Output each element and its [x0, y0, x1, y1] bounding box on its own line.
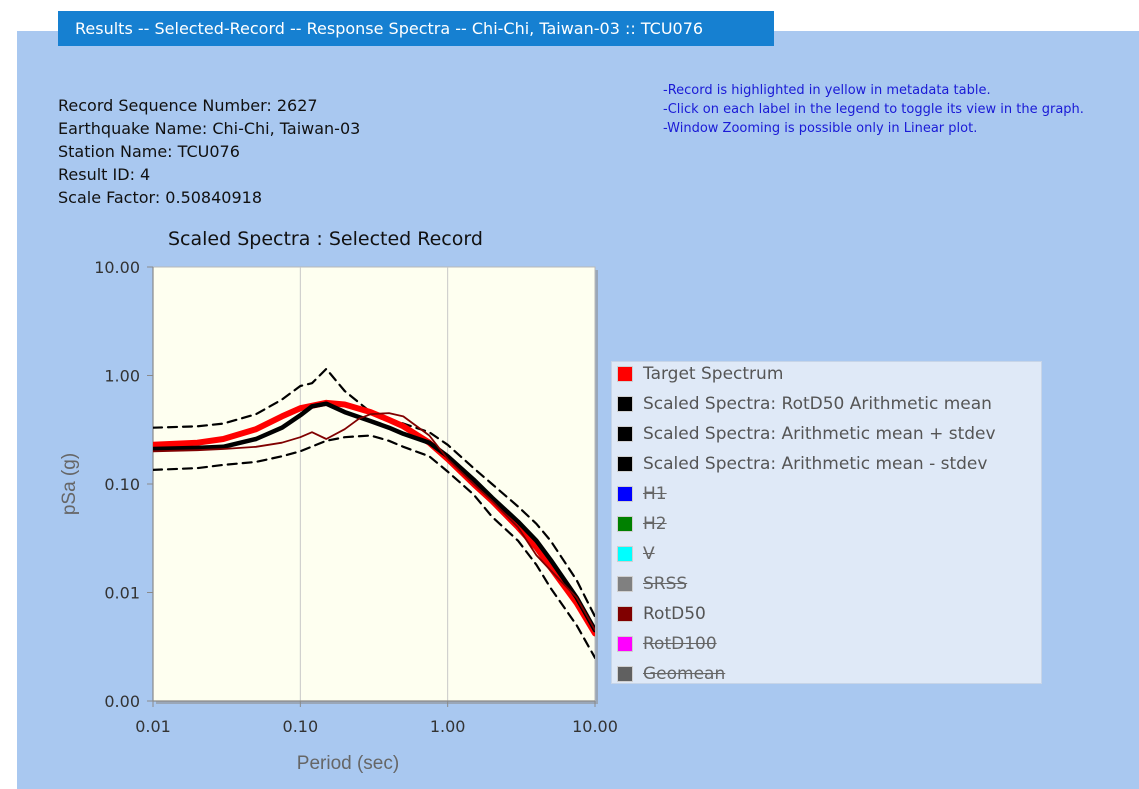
note-legend-toggle: -Click on each label in the legend to to…: [663, 102, 1084, 117]
legend-item-geomean[interactable]: Geomean: [612, 662, 1041, 692]
series-line-rotd50: [153, 412, 595, 631]
y-axis-label: pSa (g): [59, 453, 80, 515]
note-zooming: -Window Zooming is possible only in Line…: [663, 121, 978, 136]
legend-item-rotd50[interactable]: RotD50: [612, 602, 1041, 632]
note-highlight: -Record is highlighted in yellow in meta…: [663, 83, 991, 98]
legend-item-h2[interactable]: H2: [612, 512, 1041, 542]
legend-swatch: [617, 366, 633, 382]
help-notes: -Record is highlighted in yellow in meta…: [663, 81, 1084, 138]
x-tick-label: 0.01: [135, 717, 171, 736]
legend-label: H2: [643, 514, 667, 534]
legend-item-h1[interactable]: H1: [612, 482, 1041, 512]
legend-swatch: [617, 666, 633, 682]
record-info: Record Sequence Number: 2627 Earthquake …: [58, 94, 360, 209]
results-tab[interactable]: Results -- Selected-Record -- Response S…: [58, 11, 774, 46]
spectra-chart[interactable]: 0.00 0.01 0.10 1.00 10.00 0.01 0.10 1.00 10.00 Pe…: [40, 250, 625, 780]
legend-item-v[interactable]: V: [612, 542, 1041, 572]
legend-item-scaled-spectra-rotd50-arithmetic-mean[interactable]: Scaled Spectra: RotD50 Arithmetic mean: [612, 392, 1041, 422]
legend-swatch: [617, 636, 633, 652]
legend-swatch: [617, 486, 633, 502]
y-tick-label: 10.00: [94, 258, 140, 277]
series-line-scaled-spectra-arithmetic-mean-stdev: [153, 434, 595, 659]
legend-item-scaled-spectra-arithmetic-mean-stdev[interactable]: Scaled Spectra: Arithmetic mean - stdev: [612, 452, 1041, 482]
y-tick-label: 0.00: [104, 692, 140, 711]
chart-legend: Target Spectrum Scaled Spectra: RotD50 Ar…: [611, 361, 1042, 684]
legend-label: Geomean: [643, 664, 726, 684]
record-sequence-number: Record Sequence Number: 2627: [58, 96, 318, 115]
x-tick-label: 1.00: [430, 717, 466, 736]
series-line-target-spectrum: [153, 399, 595, 637]
legend-swatch: [617, 426, 633, 442]
legend-label: Target Spectrum: [643, 364, 784, 384]
y-tick-label: 0.10: [104, 475, 140, 494]
legend-label: H1: [643, 484, 667, 504]
legend-label: RotD50: [643, 604, 706, 624]
legend-label: Scaled Spectra: Arithmetic mean - stdev: [643, 454, 988, 474]
y-tick-label: 1.00: [104, 367, 140, 386]
x-tick-label: 10.00: [572, 717, 618, 736]
legend-label: Scaled Spectra: Arithmetic mean + stdev: [643, 424, 996, 444]
legend-label: RotD100: [643, 634, 717, 654]
legend-item-rotd100[interactable]: RotD100: [612, 632, 1041, 662]
legend-swatch: [617, 576, 633, 592]
result-id: Result ID: 4: [58, 165, 151, 184]
legend-swatch: [617, 516, 633, 532]
series-line-scaled-spectra-rotd50-arithmetic-mean: [153, 401, 595, 633]
station-name: Station Name: TCU076: [58, 142, 240, 161]
legend-label: Scaled Spectra: RotD50 Arithmetic mean: [643, 394, 992, 414]
chart-title: Scaled Spectra : Selected Record: [168, 228, 483, 250]
x-axis-label: Period (sec): [297, 753, 399, 774]
legend-swatch: [617, 456, 633, 472]
legend-item-srss[interactable]: SRSS: [612, 572, 1041, 602]
earthquake-name: Earthquake Name: Chi-Chi, Taiwan-03: [58, 119, 361, 138]
legend-swatch: [617, 606, 633, 622]
plot-area: [152, 266, 596, 702]
legend-item-scaled-spectra-arithmetic-mean-stdev[interactable]: Scaled Spectra: Arithmetic mean + stdev: [612, 422, 1041, 452]
legend-item-target-spectrum[interactable]: Target Spectrum: [612, 362, 1041, 392]
x-tick-label: 0.10: [283, 717, 319, 736]
legend-label: V: [643, 544, 655, 564]
scale-factor: Scale Factor: 0.50840918: [58, 188, 263, 207]
legend-label: SRSS: [643, 574, 688, 594]
legend-swatch: [617, 396, 633, 412]
legend-swatch: [617, 546, 633, 562]
y-tick-label: 0.01: [104, 584, 140, 603]
